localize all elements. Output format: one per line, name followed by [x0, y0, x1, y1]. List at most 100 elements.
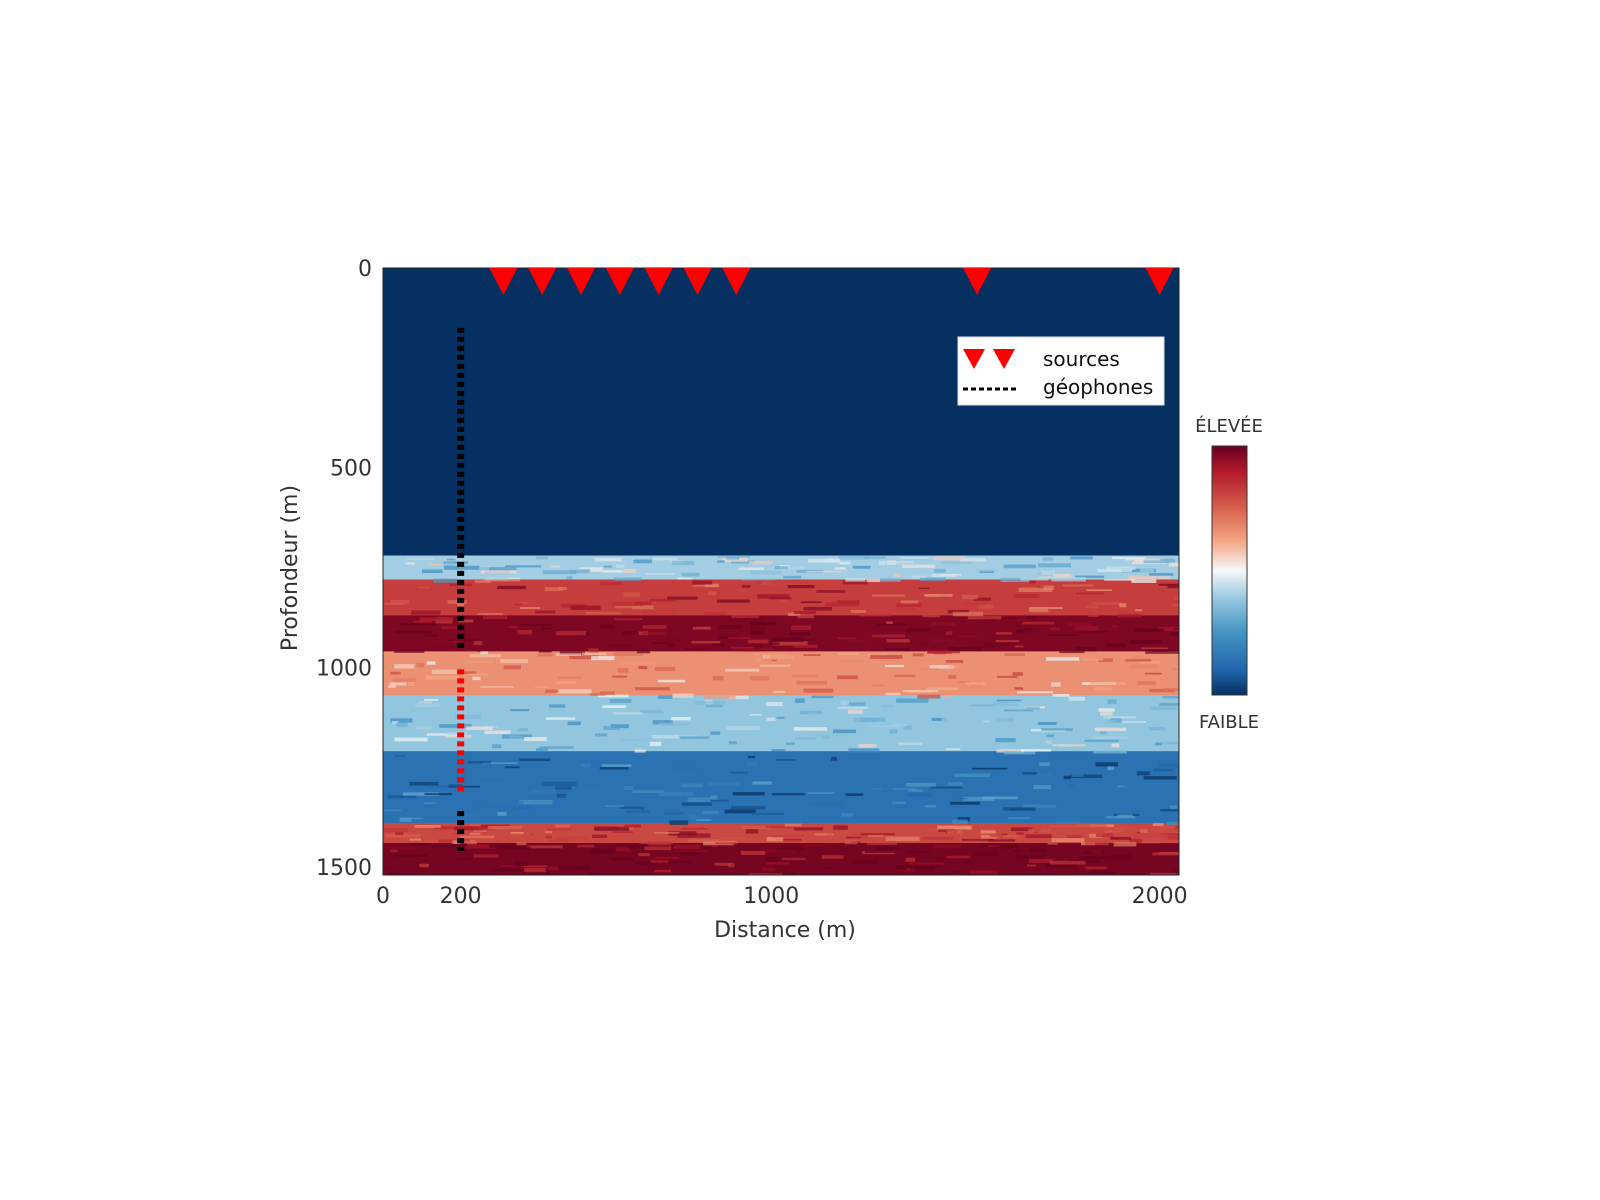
heatmap-texture: [896, 603, 922, 608]
heatmap-texture: [534, 686, 550, 688]
heatmap-texture: [555, 824, 570, 828]
heatmap-texture: [473, 830, 487, 832]
heatmap-texture: [477, 826, 496, 831]
heatmap-texture: [766, 717, 776, 722]
heatmap-texture: [797, 615, 814, 619]
heatmap-texture: [444, 562, 454, 566]
heatmap-texture: [390, 671, 401, 675]
heatmap-texture: [585, 872, 599, 875]
heatmap-texture: [712, 642, 725, 647]
heatmap-texture: [652, 735, 679, 739]
heatmap-texture: [1004, 653, 1025, 656]
heatmap-texture: [613, 712, 643, 715]
heatmap-texture: [1090, 682, 1126, 685]
heatmap-texture: [715, 842, 737, 845]
heatmap-texture: [1145, 649, 1179, 654]
heatmap-texture: [766, 836, 784, 842]
heatmap-texture: [730, 771, 749, 774]
heatmap-texture: [435, 826, 461, 830]
heatmap-texture: [1015, 629, 1025, 634]
heatmap-texture: [1007, 817, 1031, 820]
heatmap-texture: [750, 630, 765, 635]
heatmap-texture: [726, 556, 740, 560]
heatmap-texture: [688, 814, 697, 820]
heatmap-texture: [967, 616, 1002, 620]
heatmap-texture: [1066, 784, 1074, 787]
heatmap-texture: [594, 849, 616, 853]
heatmap-texture: [1020, 577, 1049, 581]
heatmap-texture: [1008, 700, 1021, 705]
heatmap-texture: [1113, 842, 1137, 847]
heatmap-texture: [1050, 682, 1061, 687]
heatmap-texture: [1167, 585, 1179, 589]
heatmap-texture: [1140, 647, 1169, 650]
heatmap-texture: [1117, 784, 1127, 788]
heatmap-texture: [483, 615, 508, 620]
heatmap-texture: [925, 864, 941, 868]
heatmap-texture: [811, 695, 834, 699]
heatmap-texture: [466, 849, 473, 854]
heatmap-texture: [970, 870, 997, 875]
heatmap-texture: [907, 690, 934, 693]
heatmap-texture: [1039, 762, 1050, 766]
heatmap-texture: [480, 651, 489, 655]
heatmap-texture: [1110, 836, 1132, 840]
heatmap-texture: [1158, 583, 1179, 586]
heatmap-texture: [764, 857, 779, 862]
heatmap-texture: [547, 866, 559, 871]
heatmap-texture: [731, 560, 756, 564]
heatmap-texture: [392, 678, 417, 682]
heatmap-texture: [428, 563, 444, 566]
heatmap-texture: [426, 675, 460, 680]
heatmap-texture: [677, 577, 693, 580]
heatmap-texture: [603, 565, 613, 568]
heatmap-texture: [541, 781, 577, 787]
heatmap-texture: [657, 679, 686, 683]
heatmap-texture: [461, 813, 480, 818]
heatmap-texture: [1075, 625, 1099, 631]
heatmap-texture: [917, 694, 941, 699]
heatmap-texture: [1124, 558, 1160, 561]
heatmap-texture: [692, 584, 718, 587]
heatmap-texture: [1051, 577, 1086, 582]
heatmap-texture: [1051, 838, 1085, 843]
heatmap-texture: [654, 856, 679, 859]
heatmap-texture: [1139, 568, 1154, 572]
heatmap-texture: [905, 783, 936, 787]
heatmap-texture: [846, 625, 881, 629]
heatmap-texture: [1157, 576, 1170, 580]
heatmap-texture: [439, 724, 472, 728]
heatmap-texture: [441, 625, 461, 630]
heatmap-texture: [728, 617, 764, 622]
heatmap-texture: [963, 796, 995, 802]
heatmap-texture: [411, 707, 432, 712]
heatmap-texture: [894, 674, 916, 678]
heatmap-texture: [741, 578, 776, 581]
heatmap-texture: [979, 843, 1007, 846]
heatmap-texture: [995, 738, 1016, 743]
heatmap-texture: [702, 810, 720, 815]
heatmap-texture: [1058, 744, 1072, 747]
heatmap-texture: [995, 639, 1020, 643]
heatmap-texture: [1013, 849, 1022, 852]
heatmap-texture: [1041, 728, 1073, 731]
heatmap-texture: [428, 785, 453, 788]
heatmap-texture: [569, 655, 599, 660]
heatmap-texture: [546, 828, 572, 831]
heatmap-texture: [489, 844, 521, 848]
heatmap-texture: [1092, 870, 1108, 873]
heatmap-texture: [448, 784, 463, 789]
heatmap-texture: [570, 605, 601, 611]
heatmap-texture: [473, 801, 488, 804]
heatmap-texture: [949, 871, 959, 873]
heatmap-texture: [833, 729, 857, 734]
heatmap-texture: [469, 653, 501, 658]
heatmap-texture: [747, 639, 769, 644]
heatmap-texture: [1092, 736, 1128, 739]
heatmap-texture: [391, 721, 399, 724]
heatmap-texture: [1106, 815, 1136, 819]
heatmap-texture: [1091, 601, 1122, 605]
heatmap-texture: [644, 846, 672, 851]
heatmap-texture: [1130, 639, 1139, 645]
heatmap-texture: [642, 610, 677, 616]
